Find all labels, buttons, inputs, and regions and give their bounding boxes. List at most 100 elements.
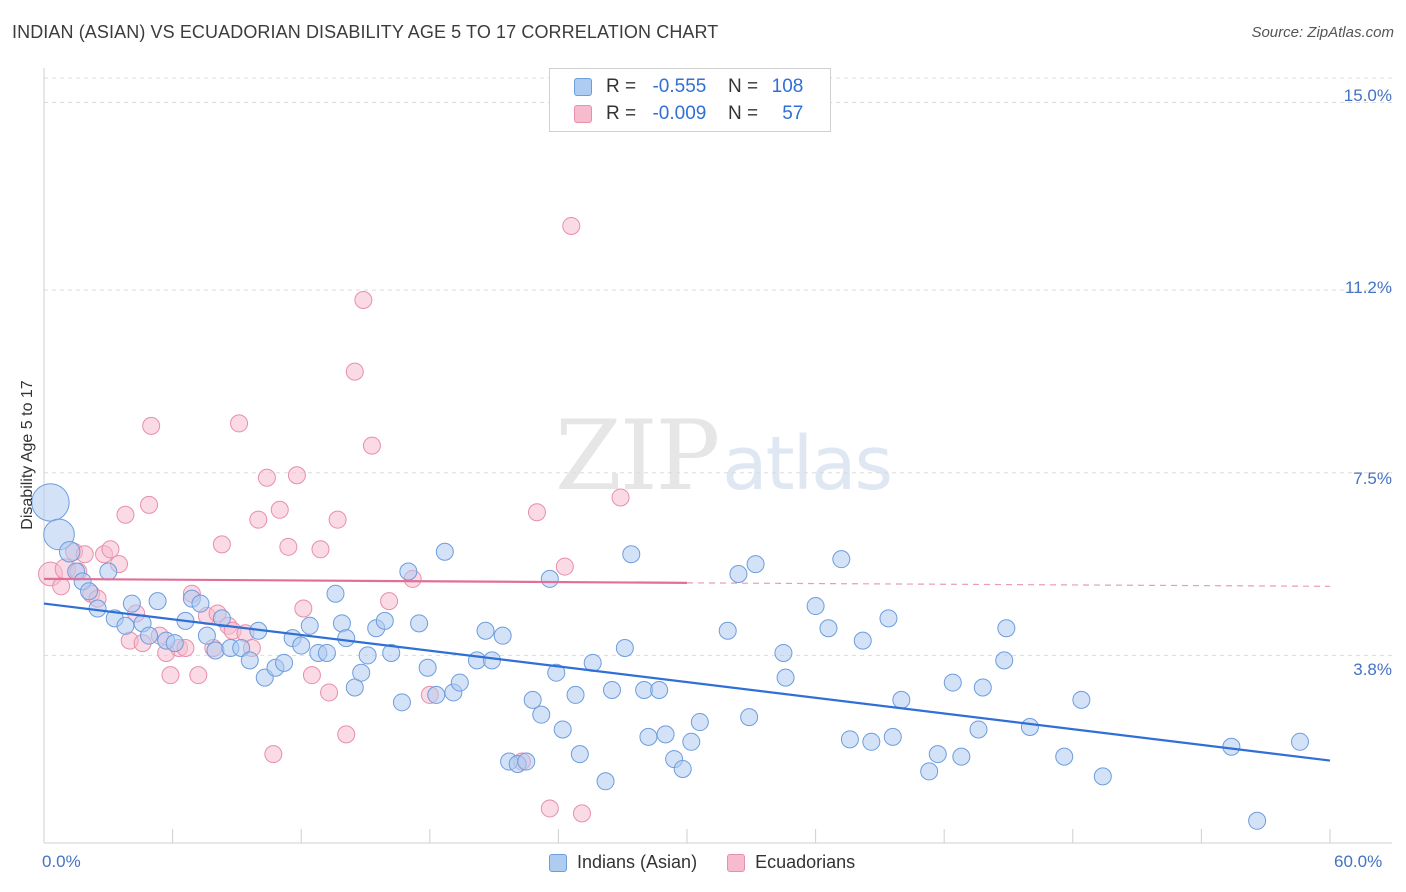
ecuadorian-point: [562, 216, 581, 235]
y-tick-label: 7.5%: [1353, 469, 1392, 488]
indian-asian-point: [718, 621, 737, 640]
y-axis-title: Disability Age 5 to 17: [19, 380, 36, 530]
indian-asian-point: [392, 693, 411, 712]
indian-asian-point: [566, 685, 585, 704]
indian-asian-point: [879, 609, 898, 628]
ecuadorian-point: [212, 535, 231, 554]
ecuadorian-point: [287, 466, 306, 485]
indian-asian-point: [31, 483, 70, 522]
ecuadorian-point: [572, 804, 591, 823]
indian-asian-point: [973, 678, 992, 697]
indian-asian-point: [532, 705, 551, 724]
ecuadorian-point: [611, 488, 630, 507]
indian-asian-point: [995, 651, 1014, 670]
indian-asian-point: [952, 747, 971, 766]
indian-asian-point: [232, 639, 251, 658]
watermark-atlas: atlas: [722, 421, 893, 507]
ecuadorian-point: [264, 745, 283, 764]
legend-n-label: N =: [727, 103, 759, 124]
indian-asian-point: [656, 725, 675, 744]
ecuadorian-point: [101, 540, 120, 559]
indian-asian-point: [300, 616, 319, 635]
indian-asian-point: [197, 626, 216, 645]
legend-n-value: 108: [771, 76, 804, 97]
ecuadorian-point: [337, 725, 356, 744]
indian-asian-point: [80, 582, 99, 601]
indian-asian-point: [476, 621, 495, 640]
series-legend: Indians (Asian) Ecuadorians: [549, 852, 885, 873]
indian-asian-point: [997, 619, 1016, 638]
indian-asian-point: [746, 555, 765, 574]
indian-asian-point: [639, 727, 658, 746]
indian-asian-point: [317, 643, 336, 662]
ecuadorian-point: [354, 291, 373, 310]
watermark-zip: ZIP: [555, 400, 720, 512]
indian-asian-point: [635, 680, 654, 699]
x-tick-label-max: 60.0%: [1334, 852, 1383, 871]
indian-asian-point: [969, 720, 988, 739]
indian-asian-point: [729, 564, 748, 583]
indian-asian-point: [435, 542, 454, 561]
indian-asian-point: [1020, 717, 1039, 736]
indian-asian-point: [148, 592, 167, 611]
ecuadorian-point: [328, 510, 347, 529]
indian-asian-point: [191, 594, 210, 613]
indian-asian-point: [776, 668, 795, 687]
indian-asian-point: [832, 550, 851, 569]
indian-asian-point: [116, 616, 135, 635]
y-tick-label: 11.2%: [1345, 278, 1392, 297]
ecuadorian-point: [116, 505, 135, 524]
indian-asian-point: [1072, 690, 1091, 709]
indian-asian-point: [358, 646, 377, 665]
ecuadorian-point: [294, 599, 313, 618]
ecuadorian-point: [257, 468, 276, 487]
legend-r-label: R =: [606, 76, 637, 97]
legend-r-value: -0.555: [652, 76, 707, 97]
ecuadorian-point: [142, 416, 161, 435]
indian-asian-point: [275, 653, 294, 672]
ecuadorian-point: [161, 666, 180, 685]
ecuadorian-point: [540, 799, 559, 818]
indian-asian-point: [59, 541, 81, 563]
indian-asian-point: [650, 680, 669, 699]
legend-n-label: N =: [727, 76, 759, 97]
legend-swatch-pink: [574, 105, 592, 123]
indian-asian-point: [553, 720, 572, 739]
indian-asian-point: [292, 636, 311, 655]
indian-asian-point: [615, 639, 634, 658]
indian-asian-point: [332, 614, 351, 633]
indians-trend-line: [43, 602, 1331, 762]
watermark: ZIPatlas: [555, 400, 893, 512]
indian-asian-point: [806, 597, 825, 616]
ecuadorian-point: [362, 436, 381, 455]
series-swatch-blue: [549, 853, 567, 872]
indian-asian-point: [140, 626, 159, 645]
axes: [43, 68, 1392, 844]
indian-asian-point: [1290, 732, 1309, 751]
legend-n-value: 57: [782, 103, 804, 124]
indian-asian-point: [482, 651, 501, 670]
ecuadorian-point: [230, 414, 249, 433]
series-label: Indians (Asian): [577, 852, 698, 872]
correlation-legend: R = -0.555 N = 108 R = -0.009 N = 57: [549, 68, 831, 132]
series-swatch-pink: [727, 853, 746, 872]
gridlines: [44, 77, 1392, 656]
indian-asian-point: [165, 634, 184, 653]
series-label: Ecuadorians: [755, 852, 856, 872]
indian-asian-point: [682, 732, 701, 751]
indian-asian-point: [690, 713, 709, 732]
indian-asian-point: [240, 651, 259, 670]
indian-asian-point: [493, 626, 512, 645]
indian-asian-point: [540, 569, 559, 588]
ecuadorian-point: [270, 500, 289, 519]
indian-asian-point: [774, 643, 793, 662]
indian-asian-point: [602, 680, 621, 699]
indian-asian-point: [517, 752, 536, 771]
ecuadorians-points: [38, 216, 630, 823]
indian-asian-point: [622, 545, 641, 564]
indian-asian-point: [427, 685, 446, 704]
x-tick-label-min: 0.0%: [42, 852, 81, 871]
indian-asian-point: [399, 562, 418, 581]
legend-r-label: R =: [606, 103, 637, 124]
